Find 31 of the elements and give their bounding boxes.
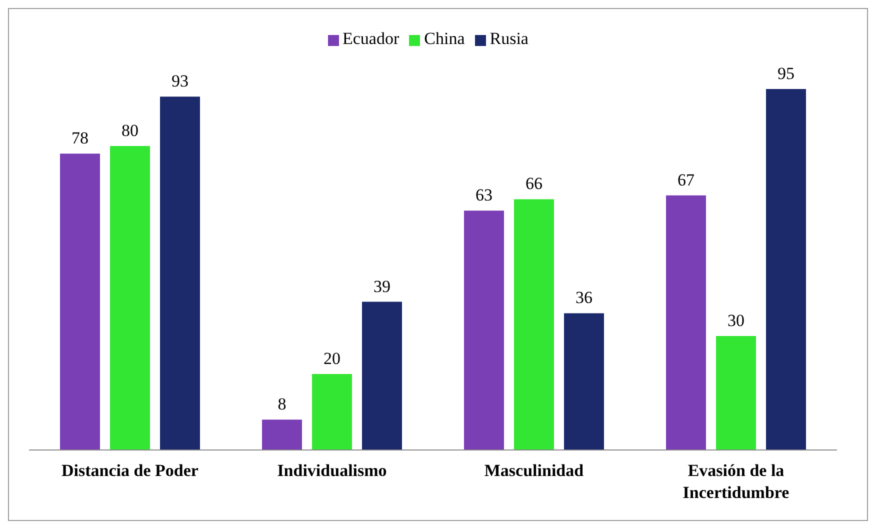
bar bbox=[464, 210, 504, 450]
bar bbox=[312, 374, 352, 450]
bar bbox=[564, 313, 604, 450]
data-label: 78 bbox=[72, 128, 88, 148]
data-label: 93 bbox=[172, 72, 188, 91]
bar bbox=[514, 199, 554, 450]
data-label: 39 bbox=[374, 276, 390, 296]
data-label: 80 bbox=[122, 121, 138, 140]
bar bbox=[666, 195, 706, 450]
legend-label: Rusia bbox=[490, 29, 528, 48]
legend-label: Ecuador bbox=[342, 29, 400, 48]
data-label: 36 bbox=[576, 288, 592, 308]
x-tick-label: Evasión de la Incertidumbre bbox=[682, 461, 790, 502]
data-label: 63 bbox=[476, 186, 492, 205]
x-tick-label: Masculinidad bbox=[484, 461, 584, 480]
data-label: 66 bbox=[526, 174, 542, 194]
data-label: 95 bbox=[778, 64, 794, 83]
bar bbox=[766, 89, 806, 450]
legend-label: China bbox=[424, 29, 465, 48]
bar bbox=[160, 96, 200, 450]
bar bbox=[362, 302, 402, 450]
x-tick-label: Distancia de Poder bbox=[62, 461, 199, 480]
bar bbox=[60, 154, 100, 450]
bar bbox=[110, 146, 150, 450]
x-tick-label: Individualismo bbox=[277, 461, 387, 480]
data-label: 8 bbox=[278, 394, 286, 414]
data-label: 20 bbox=[324, 349, 340, 368]
bar bbox=[716, 336, 756, 450]
data-label: 30 bbox=[728, 311, 744, 330]
bar bbox=[262, 420, 302, 450]
data-label: 67 bbox=[678, 170, 695, 190]
